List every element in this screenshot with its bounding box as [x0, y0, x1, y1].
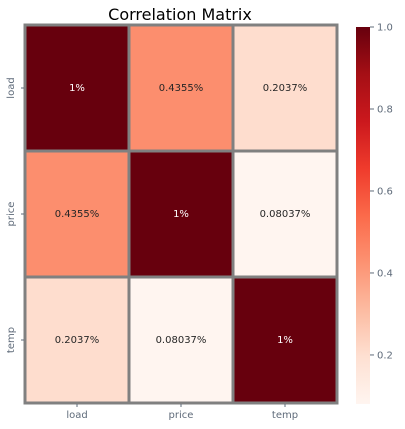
- x-axis-ticks: load price temp: [66, 404, 298, 421]
- heatmap-cell-label: 0.2037%: [263, 83, 308, 94]
- heatmap-cell: [127, 275, 235, 405]
- colorbar-tick-label: 0.6: [377, 186, 393, 197]
- colorbar: [356, 27, 370, 404]
- colorbar-tick-label: 0.2: [377, 350, 393, 361]
- heatmap-cell: [23, 275, 131, 405]
- y-tick-label: price: [6, 202, 17, 227]
- y-axis-ticks: load price temp: [6, 77, 24, 353]
- heatmap-cell-label: 0.4355%: [159, 83, 204, 94]
- colorbar-tick-label: 0.8: [377, 104, 393, 115]
- x-tick-label: load: [66, 410, 87, 421]
- heatmap-cell: [231, 275, 339, 405]
- heatmap-cell-label: 0.2037%: [55, 335, 100, 346]
- heatmap-cell-label: 1%: [277, 335, 293, 346]
- heatmap-cell-label: 1%: [173, 209, 189, 220]
- colorbar-gradient: [356, 27, 370, 404]
- chart-title: Correlation Matrix: [108, 5, 252, 24]
- heatmap-cell-label: 0.08037%: [260, 209, 311, 220]
- heatmap-cell: [23, 23, 131, 153]
- heatmap-cell-label: 0.08037%: [156, 335, 207, 346]
- heatmap-cell-label: 1%: [69, 83, 85, 94]
- heatmap-cell-label: 0.4355%: [55, 209, 100, 220]
- heatmap-cell: [127, 23, 235, 153]
- heatmap-cell: [231, 149, 339, 279]
- x-tick-label: price: [169, 410, 194, 421]
- colorbar-ticks: 0.2 0.4 0.6 0.8 1.0: [370, 23, 393, 361]
- heatmap-cells: 1% 0.4355% 0.2037% 0.4355% 1% 0.08037% 0.2037%…: [23, 23, 339, 405]
- colorbar-tick-label: 1.0: [377, 23, 393, 34]
- x-tick-label: temp: [272, 410, 298, 421]
- colorbar-tick-label: 0.4: [377, 268, 393, 279]
- y-tick-label: temp: [6, 327, 17, 353]
- y-tick-label: load: [6, 77, 17, 98]
